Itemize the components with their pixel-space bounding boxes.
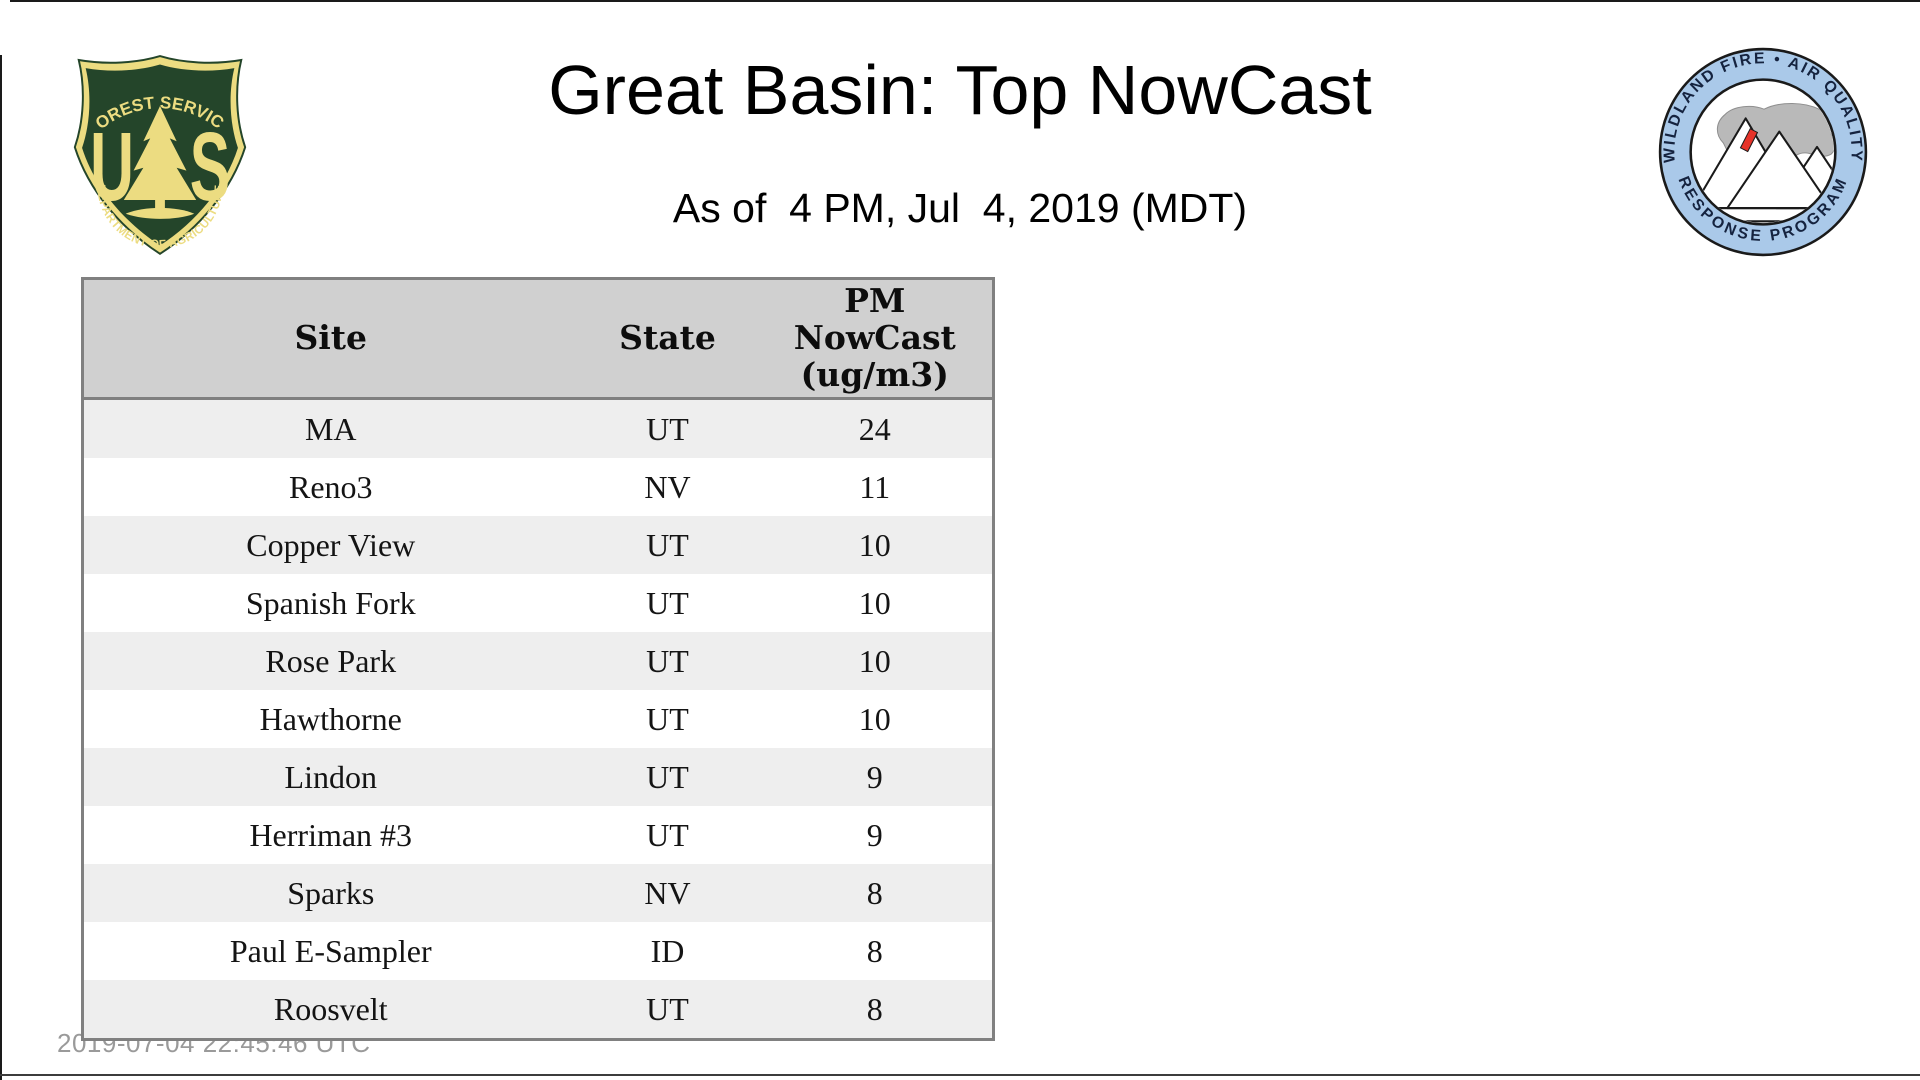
flame-icon (1739, 128, 1759, 153)
column-header-site: Site (82, 278, 548, 400)
cell-site: Paul E-Sampler (82, 922, 548, 980)
cell-site: Lindon (82, 748, 548, 806)
table-row: Roosvelt UT 8 (82, 980, 994, 1040)
table-row: Paul E-Sampler ID 8 (82, 922, 994, 980)
cell-state: UT (547, 806, 788, 864)
cell-state: NV (547, 864, 788, 922)
table-row: Lindon UT 9 (82, 748, 994, 806)
page-title: Great Basin: Top NowCast (548, 51, 1372, 129)
cell-site: Rose Park (82, 632, 548, 690)
cell-pm: 9 (787, 806, 994, 864)
fs-letter-s: S (190, 112, 230, 221)
cell-site: Sparks (82, 864, 548, 922)
table-row: Spanish Fork UT 10 (82, 574, 994, 632)
cell-pm: 11 (787, 458, 994, 516)
cell-state: ID (547, 922, 788, 980)
cell-state: UT (547, 632, 788, 690)
fs-pine-tree-icon (123, 106, 197, 219)
cell-pm: 10 (787, 516, 994, 574)
nowcast-table: Site State PM NowCast (ug/m3) MA UT 24 Reno… (81, 277, 995, 1041)
cell-pm: 9 (787, 748, 994, 806)
page-border-bottom (0, 1074, 1920, 1076)
cell-state: UT (547, 516, 788, 574)
cell-state: UT (547, 980, 788, 1040)
pm-header-line2: NowCast (793, 318, 956, 358)
cell-site: Reno3 (82, 458, 548, 516)
table-row: MA UT 24 (82, 398, 994, 458)
cell-pm: 10 (787, 574, 994, 632)
cell-state: UT (547, 398, 788, 458)
table-row: Herriman #3 UT 9 (82, 806, 994, 864)
cell-state: NV (547, 458, 788, 516)
cell-pm: 8 (787, 864, 994, 922)
column-header-pm-nowcast: PM NowCast (ug/m3) (787, 278, 994, 400)
cell-site: MA (82, 398, 548, 458)
fs-letter-u: U (90, 112, 134, 221)
table-header-row: Site State PM NowCast (ug/m3) (82, 278, 994, 400)
table-row: Copper View UT 10 (82, 516, 994, 574)
cell-state: UT (547, 748, 788, 806)
column-header-state: State (547, 278, 788, 400)
table-row: Hawthorne UT 10 (82, 690, 994, 748)
cell-pm: 24 (787, 398, 994, 458)
cell-pm: 10 (787, 632, 994, 690)
cell-pm: 10 (787, 690, 994, 748)
wfaqrp-logo-icon: WILDLAND FIRE • AIR QUALITY RESPONSE PRO… (1658, 47, 1868, 257)
cell-state: UT (547, 690, 788, 748)
cell-site: Copper View (82, 516, 548, 574)
cell-site: Spanish Fork (82, 574, 548, 632)
cell-site: Roosvelt (82, 980, 548, 1040)
cell-state: UT (547, 574, 788, 632)
table-row: Reno3 NV 11 (82, 458, 994, 516)
cell-pm: 8 (787, 922, 994, 980)
page-border-left (0, 55, 2, 1080)
page-border-top (10, 0, 1920, 2)
cell-pm: 8 (787, 980, 994, 1040)
cell-site: Herriman #3 (82, 806, 548, 864)
pm-header-line3: (ug/m3) (800, 354, 949, 394)
pm-header-line1: PM (844, 281, 906, 321)
forest-service-logo-icon: FOREST SERVICE DEPARTMENT OF AGRICULTURE… (67, 49, 247, 256)
table-row: Sparks NV 8 (82, 864, 994, 922)
table-row: Rose Park UT 10 (82, 632, 994, 690)
cell-site: Hawthorne (82, 690, 548, 748)
page-subtitle: As of 4 PM, Jul 4, 2019 (MDT) (672, 185, 1248, 231)
